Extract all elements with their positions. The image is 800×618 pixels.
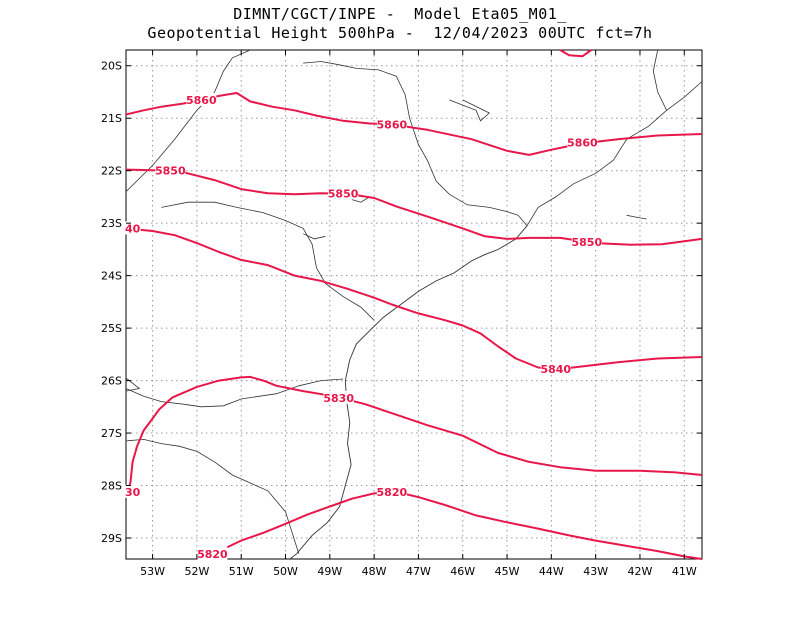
x-tick-label: 52W <box>184 565 209 578</box>
map-frame <box>125 49 703 560</box>
contour-label-bg <box>567 135 598 149</box>
contour-label: 5820 <box>377 486 408 499</box>
title-line-1: DIMNT/CGCT/INPE - Model Eta05_M01_ <box>233 5 567 23</box>
y-tick-label: 28S <box>101 480 122 493</box>
x-tick-label: 49W <box>317 565 342 578</box>
x-tick-label: 42W <box>628 565 653 578</box>
x-tick-label: 53W <box>140 565 165 578</box>
contour-5830 <box>125 375 703 493</box>
x-tick-label: 45W <box>495 565 520 578</box>
gridlines <box>126 50 702 559</box>
pr-sc-border <box>125 378 344 408</box>
contour-label: 5860 <box>567 136 598 149</box>
contour-label: 5830 <box>323 392 354 405</box>
x-tick-label: 43W <box>583 565 608 578</box>
contour-label-bg <box>124 484 141 498</box>
sp-rj-mg-border <box>526 81 703 227</box>
y-tick-label: 29S <box>101 532 122 545</box>
contour-label-bg <box>328 186 359 200</box>
contour-labels: 5860 5860 5860 5850 5850 5850 40 5840 5830 30 5820… <box>124 92 602 561</box>
x-tick-label: 51W <box>229 565 254 578</box>
contour-5820 <box>196 490 703 560</box>
y-tick-label: 23S <box>101 217 122 230</box>
jurumirim-lake <box>303 233 326 240</box>
contour-label-bg <box>186 92 217 106</box>
x-tick-label: 46W <box>450 565 475 578</box>
contour-label-bg <box>571 235 602 249</box>
contour-label: 5850 <box>571 236 602 249</box>
argentina-border <box>125 377 141 392</box>
x-tick-label: 47W <box>406 565 431 578</box>
contour-label: 40 <box>125 222 141 235</box>
y-tick-label: 26S <box>101 375 122 388</box>
mg-sp-border <box>303 61 528 227</box>
contour-5870 <box>559 49 592 58</box>
furnas-lake <box>449 99 491 122</box>
contour-5850 <box>125 168 703 246</box>
contour-label-bg <box>124 221 141 235</box>
contour-label: 5850 <box>328 187 359 200</box>
contour-label: 30 <box>125 486 141 499</box>
pr-north-border <box>161 201 375 321</box>
contour-label: 5860 <box>186 94 217 107</box>
coastline <box>289 225 528 560</box>
x-tick-label: 48W <box>362 565 387 578</box>
x-tick-label: 50W <box>273 565 298 578</box>
contour-lines <box>125 49 703 560</box>
contour-label: 5860 <box>377 119 408 132</box>
x-tick-label: 41W <box>672 565 697 578</box>
title-line-2: Geopotential Height 500hPa - 12/04/2023 … <box>147 24 653 42</box>
contour-label-bg <box>155 163 186 177</box>
geographic-boundaries <box>125 49 703 560</box>
contour-label-bg <box>197 546 228 560</box>
y-tick-label: 27S <box>101 427 122 440</box>
contour-label: 5820 <box>197 548 228 561</box>
y-tick-label: 25S <box>101 322 122 335</box>
contour-label: 5840 <box>540 363 571 376</box>
y-tick-label: 20S <box>101 60 122 73</box>
y-tick-label: 22S <box>101 165 122 178</box>
x-tick-label: 44W <box>539 565 564 578</box>
billings-lake <box>351 196 370 203</box>
y-tick-label: 24S <box>101 270 122 283</box>
contour-label-bg <box>376 484 407 498</box>
contour-5840 <box>125 227 703 370</box>
contour-label: 5850 <box>155 165 186 178</box>
axis-ticks: 53W 52W 51W 50W 49W 48W 47W 46W 45W 44W 43W 42W 41W 2… <box>101 50 702 578</box>
y-tick-label: 21S <box>101 112 122 125</box>
contour-label-bg <box>540 362 571 376</box>
es-border <box>652 49 667 111</box>
contour-label-bg <box>323 390 354 404</box>
rj-lagoon <box>626 214 647 220</box>
contour-label-bg <box>376 117 407 131</box>
sc-rs-border <box>125 438 300 554</box>
